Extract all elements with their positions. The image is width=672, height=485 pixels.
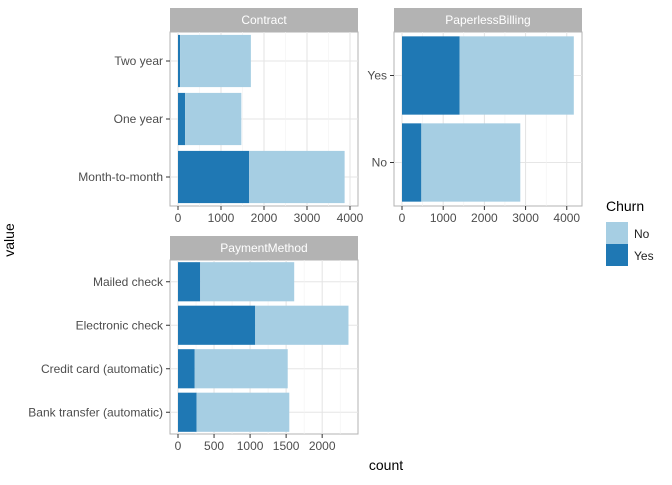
bar-yes <box>178 150 250 204</box>
bar-yes <box>178 305 256 345</box>
panels-group: Contract Month-to-month One year Two year 0 1… <box>28 8 583 453</box>
bar-yes <box>178 349 195 389</box>
x-tick-label: 1500 <box>273 439 300 453</box>
legend-key-no <box>606 222 628 244</box>
x-tick-label: 4000 <box>553 211 580 225</box>
y-tick-label: Electronic check <box>76 318 164 332</box>
panel-strip <box>170 236 358 260</box>
bar-no <box>249 150 345 204</box>
x-tick-label: 3000 <box>512 211 539 225</box>
bar-yes <box>402 36 460 115</box>
y-tick-label: Credit card (automatic) <box>41 362 163 376</box>
panel-contract: Contract Month-to-month One year Two year 0 1… <box>78 8 364 225</box>
bar-yes <box>178 392 197 432</box>
bar-yes <box>178 92 186 146</box>
x-tick-label: 4000 <box>337 211 364 225</box>
y-tick-label: Month-to-month <box>78 170 163 184</box>
bar-no <box>185 92 242 146</box>
panel-strip <box>394 8 582 32</box>
x-tick-label: 0 <box>175 211 182 225</box>
legend-label-yes: Yes <box>634 249 654 263</box>
panel-paymentmethod: PaymentMethod Bank transfer (automatic) Cr… <box>28 236 359 453</box>
x-tick-label: 2000 <box>309 439 336 453</box>
legend: Churn No Yes <box>606 198 654 266</box>
x-tick-label: 0 <box>399 211 406 225</box>
bar-no <box>255 305 349 345</box>
bar-no <box>200 262 295 302</box>
bar-no <box>180 34 251 88</box>
x-tick-label: 2000 <box>471 211 498 225</box>
x-tick-label: 0 <box>175 439 182 453</box>
bar-no <box>459 36 574 115</box>
y-tick-label: Bank transfer (automatic) <box>28 405 163 419</box>
panel-strip <box>170 8 358 32</box>
x-tick-label: 500 <box>204 439 224 453</box>
x-tick-label: 1000 <box>237 439 264 453</box>
y-tick-label: Two year <box>114 54 163 68</box>
bar-yes <box>402 123 422 202</box>
legend-label-no: No <box>634 227 650 241</box>
y-axis-label: value <box>1 223 17 257</box>
bar-yes <box>178 262 201 302</box>
bar-yes <box>178 34 181 88</box>
x-tick-label: 1000 <box>208 211 235 225</box>
panel-strip-title: PaperlessBilling <box>445 13 530 27</box>
y-tick-label: One year <box>114 112 163 126</box>
bar-no <box>196 392 290 432</box>
legend-title: Churn <box>606 198 644 214</box>
bar-no <box>421 123 521 202</box>
y-tick-label: Yes <box>367 69 387 83</box>
y-tick-label: No <box>372 156 388 170</box>
legend-key-yes <box>606 244 628 266</box>
panel-strip-title: Contract <box>241 13 287 27</box>
y-tick-label: Mailed check <box>93 275 164 289</box>
x-tick-label: 3000 <box>294 211 321 225</box>
panel-paperlessbilling: PaperlessBilling No Yes 0 1000 2000 3000 4000 <box>367 8 583 225</box>
x-axis-label: count <box>369 457 403 473</box>
panel-strip-title: PaymentMethod <box>220 241 307 255</box>
bar-no <box>194 349 288 389</box>
x-tick-label: 2000 <box>251 211 278 225</box>
x-tick-label: 1000 <box>430 211 457 225</box>
